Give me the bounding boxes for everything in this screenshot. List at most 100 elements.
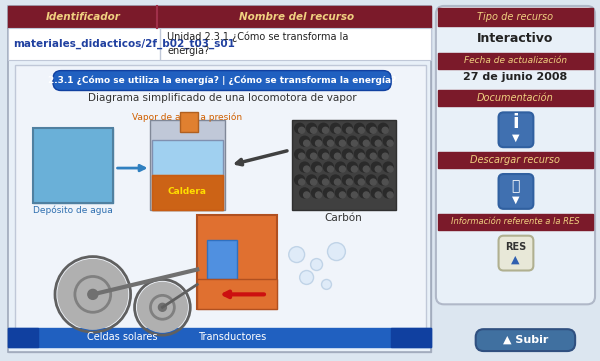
Circle shape — [299, 188, 310, 198]
Circle shape — [346, 179, 352, 185]
Circle shape — [295, 175, 305, 185]
Circle shape — [358, 179, 364, 185]
Circle shape — [382, 153, 388, 159]
FancyBboxPatch shape — [33, 128, 113, 203]
FancyBboxPatch shape — [499, 236, 533, 270]
Circle shape — [331, 175, 340, 185]
Circle shape — [299, 136, 310, 146]
FancyBboxPatch shape — [152, 140, 223, 210]
Text: Celdas solares: Celdas solares — [88, 332, 158, 342]
Circle shape — [158, 303, 166, 311]
Text: Documentación: Documentación — [477, 93, 554, 104]
Circle shape — [347, 136, 358, 146]
FancyBboxPatch shape — [8, 6, 431, 352]
Circle shape — [319, 149, 328, 159]
Circle shape — [370, 179, 376, 185]
Circle shape — [352, 166, 358, 172]
Circle shape — [137, 282, 187, 332]
FancyBboxPatch shape — [391, 328, 431, 347]
Circle shape — [331, 123, 340, 133]
FancyBboxPatch shape — [8, 328, 38, 347]
Circle shape — [299, 162, 310, 172]
Circle shape — [323, 188, 334, 198]
Circle shape — [58, 260, 128, 329]
Circle shape — [364, 140, 369, 146]
FancyBboxPatch shape — [499, 112, 533, 147]
Circle shape — [331, 149, 340, 159]
Circle shape — [383, 162, 393, 172]
Text: Caldera: Caldera — [168, 187, 207, 196]
Circle shape — [366, 149, 376, 159]
Circle shape — [311, 258, 323, 270]
Circle shape — [328, 243, 346, 261]
FancyBboxPatch shape — [152, 175, 223, 210]
Circle shape — [340, 140, 346, 146]
Circle shape — [335, 162, 346, 172]
Circle shape — [304, 192, 310, 198]
Text: 📁: 📁 — [511, 179, 520, 193]
Text: 27 de junio 2008: 27 de junio 2008 — [463, 71, 568, 82]
FancyBboxPatch shape — [438, 152, 593, 168]
Circle shape — [343, 149, 352, 159]
Circle shape — [370, 127, 376, 133]
FancyBboxPatch shape — [8, 6, 431, 352]
Circle shape — [304, 140, 310, 146]
Circle shape — [328, 140, 334, 146]
Circle shape — [371, 162, 381, 172]
Circle shape — [358, 153, 364, 159]
Circle shape — [299, 153, 305, 159]
Circle shape — [366, 123, 376, 133]
Circle shape — [347, 162, 358, 172]
FancyBboxPatch shape — [499, 174, 533, 209]
Text: RES: RES — [505, 242, 526, 252]
FancyBboxPatch shape — [8, 28, 431, 60]
Circle shape — [364, 166, 369, 172]
Circle shape — [378, 123, 388, 133]
Circle shape — [370, 153, 376, 159]
FancyBboxPatch shape — [436, 6, 595, 304]
Circle shape — [343, 123, 352, 133]
Text: Unidad 2.3.1 ¿Cómo se transforma la: Unidad 2.3.1 ¿Cómo se transforma la — [167, 31, 349, 42]
FancyBboxPatch shape — [207, 240, 237, 279]
Circle shape — [289, 247, 305, 262]
Circle shape — [355, 123, 364, 133]
Circle shape — [319, 175, 328, 185]
Circle shape — [387, 166, 393, 172]
Circle shape — [316, 166, 322, 172]
Circle shape — [334, 179, 340, 185]
Text: Nombre del recurso: Nombre del recurso — [239, 12, 354, 22]
Text: Vapor de agua a presión: Vapor de agua a presión — [132, 113, 242, 122]
Text: 2.3.1 ¿Cómo se utiliza la energía? | ¿Cómo se transforma la energía?: 2.3.1 ¿Cómo se utiliza la energía? | ¿Có… — [48, 76, 396, 85]
Circle shape — [311, 188, 322, 198]
FancyBboxPatch shape — [181, 112, 198, 132]
Circle shape — [328, 192, 334, 198]
Text: Diagrama simplificado de una locomotora de vapor: Diagrama simplificado de una locomotora … — [88, 93, 356, 104]
Circle shape — [311, 153, 317, 159]
Circle shape — [346, 153, 352, 159]
FancyBboxPatch shape — [292, 120, 396, 210]
FancyBboxPatch shape — [152, 175, 223, 210]
Circle shape — [358, 127, 364, 133]
Text: Carbón: Carbón — [325, 213, 362, 223]
Circle shape — [375, 140, 381, 146]
Circle shape — [359, 188, 369, 198]
Text: ▲ Subir: ▲ Subir — [503, 335, 548, 345]
Text: ▲: ▲ — [511, 255, 520, 265]
Circle shape — [371, 136, 381, 146]
Circle shape — [334, 127, 340, 133]
Circle shape — [378, 149, 388, 159]
Text: Identificador: Identificador — [46, 12, 120, 22]
Circle shape — [383, 136, 393, 146]
FancyBboxPatch shape — [53, 71, 391, 91]
Circle shape — [323, 179, 328, 185]
Circle shape — [322, 279, 331, 290]
FancyBboxPatch shape — [197, 279, 277, 309]
FancyBboxPatch shape — [15, 65, 426, 338]
Circle shape — [299, 127, 305, 133]
Circle shape — [366, 175, 376, 185]
Circle shape — [311, 127, 317, 133]
Circle shape — [311, 162, 322, 172]
Circle shape — [383, 188, 393, 198]
Circle shape — [371, 188, 381, 198]
Circle shape — [347, 188, 358, 198]
